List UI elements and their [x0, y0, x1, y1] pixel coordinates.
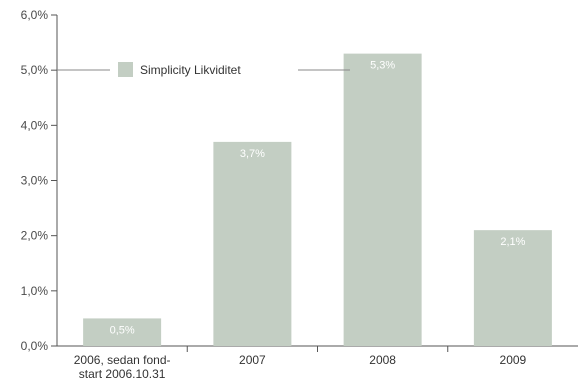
- bar-data-label: 3,7%: [240, 148, 265, 160]
- legend-swatch: [118, 62, 133, 77]
- x-category-label: 2008: [369, 353, 396, 367]
- bar: [213, 141, 292, 346]
- bar: [83, 318, 162, 346]
- bar-data-label: 0,5%: [110, 324, 135, 336]
- x-category-label: 2009: [500, 353, 527, 367]
- y-tick-label: 5,0%: [21, 63, 49, 77]
- y-tick-label: 1,0%: [21, 284, 49, 298]
- y-tick-label: 2,0%: [21, 229, 49, 243]
- y-tick-label: 6,0%: [21, 8, 49, 22]
- x-axis-labels: 2006, sedan fond-start 2006.10.31 2007 200…: [74, 346, 527, 380]
- legend: Simplicity Likviditet: [57, 62, 350, 77]
- bar-data-label: 5,3%: [370, 60, 395, 72]
- y-tick-label: 0,0%: [21, 339, 49, 353]
- x-category-label: 2006, sedan fond-start 2006.10.31: [74, 353, 171, 380]
- bar-series: 0,5% 3,7% 5,3% 2,1%: [83, 53, 552, 346]
- bar: [473, 230, 552, 346]
- y-tick-label: 3,0%: [21, 174, 49, 188]
- y-axis-ticks: 0,0% 1,0% 2,0% 3,0% 4,0% 5,0% 6,0%: [21, 8, 57, 353]
- legend-label: Simplicity Likviditet: [140, 63, 241, 77]
- x-category-label: 2007: [239, 353, 266, 367]
- y-tick-label: 4,0%: [21, 118, 49, 132]
- bar-data-label: 2,1%: [500, 236, 525, 248]
- bar: [343, 53, 422, 346]
